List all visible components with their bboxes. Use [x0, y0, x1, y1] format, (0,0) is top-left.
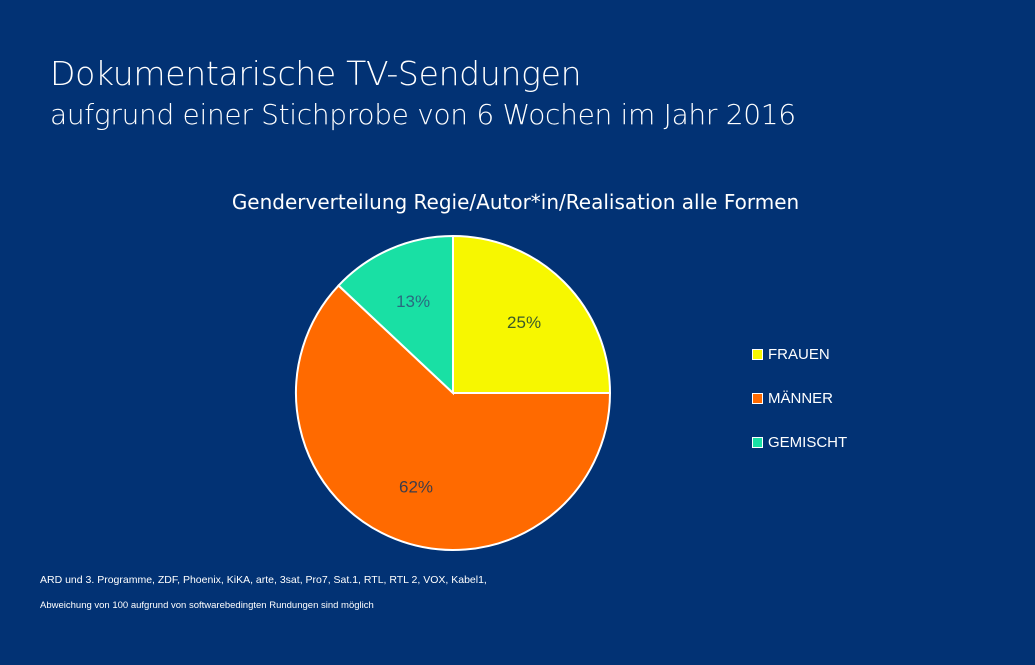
- chart-title-text: Genderverteilung Regie/Autor*in/Realisat…: [231, 190, 800, 214]
- chart-title: Genderverteilung Regie/Autor*in/Realisat…: [0, 190, 1035, 214]
- legend-item-frauen: FRAUEN: [752, 343, 847, 365]
- pie-slice-maenner: [295, 284, 612, 551]
- pie-slice-frauen: [452, 234, 612, 394]
- slide-title: Dokumentarische TV-Sendungen: [50, 54, 582, 93]
- legend-label: MÄNNER: [768, 389, 834, 407]
- legend-item-maenner: MÄNNER: [752, 387, 847, 409]
- slide-subtitle: aufgrund einer Stichprobe von 6 Wochen i…: [50, 98, 796, 131]
- data-label-maenner: 62%: [399, 477, 433, 496]
- legend-swatch: [752, 436, 763, 448]
- legend-label: FRAUEN: [768, 345, 830, 363]
- legend-item-gemischt: GEMISCHT: [752, 431, 847, 453]
- data-label-gemischt: 13%: [396, 292, 430, 311]
- legend-swatch: [752, 392, 763, 404]
- footnote-channels: ARD und 3. Programme, ZDF, Phoenix, KiKA…: [40, 574, 487, 586]
- pie-slice-gemischt: [337, 234, 454, 396]
- legend-label: GEMISCHT: [768, 433, 848, 451]
- legend-swatch: [752, 348, 763, 360]
- data-label-frauen: 25%: [507, 313, 541, 332]
- footnote-rounding: Abweichung von 100 aufgrund von software…: [40, 600, 374, 611]
- legend: FRAUEN MÄNNER GEMISCHT: [752, 343, 847, 475]
